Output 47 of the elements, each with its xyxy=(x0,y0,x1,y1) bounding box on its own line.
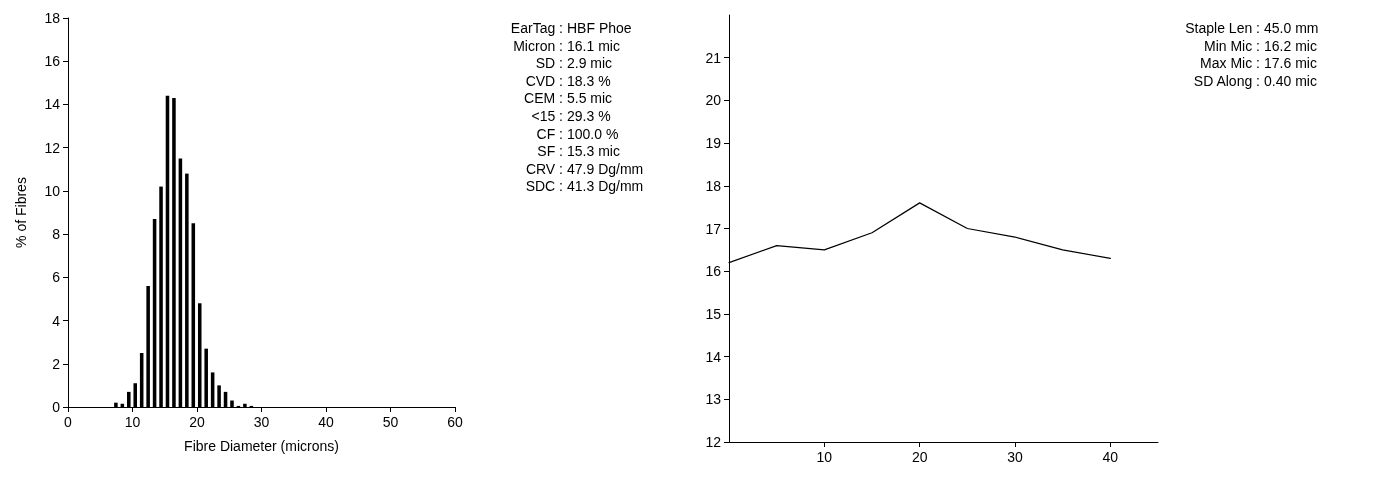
x-tick-label: 20 xyxy=(911,449,928,465)
x-tick-label: 0 xyxy=(64,414,73,430)
y-tick-label: 8 xyxy=(52,226,61,243)
y-tick-label: 4 xyxy=(52,312,61,329)
x-tick-label: 10 xyxy=(816,449,833,465)
y-tick-label: 14 xyxy=(44,96,61,113)
x-tick-label: 50 xyxy=(382,414,399,430)
text: SDC : 41.3 Dg/mm xyxy=(524,178,644,196)
y-tick-label: 0 xyxy=(52,399,61,415)
x-tick-label: 40 xyxy=(1102,449,1119,465)
text: CVD : 18.3 % xyxy=(524,72,611,91)
y-tick-label: 12 xyxy=(44,139,61,156)
y-tick-label: 6 xyxy=(52,269,61,286)
text: CEM : 5.5 mic xyxy=(523,90,613,108)
x-tick-label: 10 xyxy=(124,414,141,430)
text: Min Mic : 16.2 mic xyxy=(1203,37,1317,56)
y-tick-label: 14 xyxy=(705,348,722,365)
y-tick-label: 16 xyxy=(705,263,722,280)
y-tick-label: 18 xyxy=(44,10,61,26)
text: SF : 15.3 mic xyxy=(536,143,620,161)
y-tick-label: 15 xyxy=(705,305,722,322)
x-tick-label: 40 xyxy=(318,414,334,430)
y-tick-label: 12 xyxy=(705,434,722,450)
text: SD Along : 0.40 mic xyxy=(1192,72,1317,91)
y-tick-label: 10 xyxy=(44,182,61,199)
text: <15 : 29.3 % xyxy=(530,107,611,126)
text: CF : 100.0 % xyxy=(535,125,619,144)
y-tick-label: 20 xyxy=(705,92,722,109)
text: Micron : 16.1 mic xyxy=(512,37,620,56)
x-tick-label: 20 xyxy=(189,414,205,430)
y-tick-label: 19 xyxy=(705,135,722,152)
text: EarTag : HBF Phoe xyxy=(509,20,632,38)
y-tick-label: 13 xyxy=(705,391,722,408)
text: Max Mic : 17.6 mic xyxy=(1199,55,1317,73)
y-tick-label: 2 xyxy=(52,355,61,372)
y-axis-title: % of Fibres xyxy=(13,177,29,248)
text: Staple Len : 45.0 mm xyxy=(1184,20,1319,38)
y-tick-label: 16 xyxy=(44,53,61,70)
text: CRV : 47.9 Dg/mm xyxy=(524,160,644,179)
x-tick-label: 30 xyxy=(253,414,270,430)
text: SD : 2.9 mic xyxy=(534,55,613,73)
y-tick-label: 18 xyxy=(705,177,722,194)
y-tick-label: 17 xyxy=(705,220,722,237)
x-tick-label: 60 xyxy=(447,414,463,430)
x-axis-title: Fibre Diameter (microns) xyxy=(184,438,339,454)
x-tick-label: 30 xyxy=(1007,449,1023,465)
y-tick-label: 21 xyxy=(705,49,722,66)
